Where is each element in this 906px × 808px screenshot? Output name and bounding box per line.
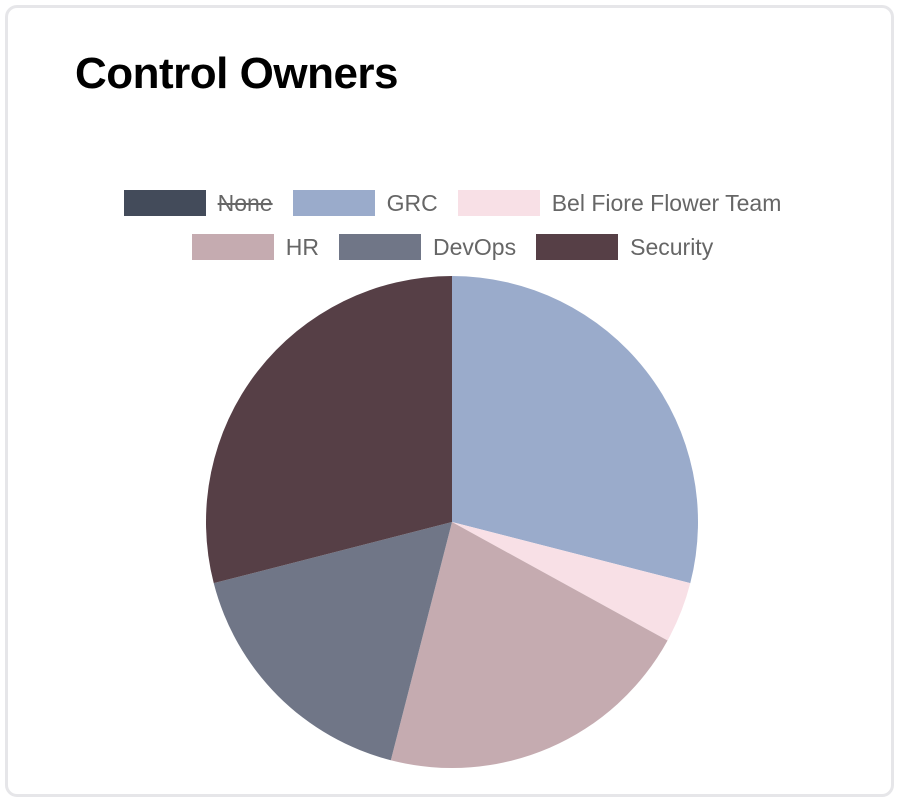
legend-swatch-hr (191, 234, 274, 260)
legend-label-devops: DevOps (433, 233, 517, 260)
legend-item-security[interactable]: Security (536, 234, 713, 261)
pie-slice-hr[interactable] (390, 522, 668, 768)
legend-label-bel-fiore-flower-team: Bel Fiore Flower Team (551, 189, 782, 216)
legend-label-hr: HR (285, 233, 320, 260)
pie-slice-bel-fiore-flower-team[interactable] (452, 522, 691, 641)
chart-title: Control Owners (75, 49, 399, 98)
legend-item-bel-fiore-flower-team[interactable]: Bel Fiore Flower Team (457, 189, 782, 217)
pie-slice-grc[interactable] (452, 276, 698, 584)
pie-slice-security[interactable] (206, 276, 452, 584)
legend-item-hr[interactable]: HR (191, 233, 320, 261)
legend-label-grc: GRC (386, 189, 438, 216)
legend-swatch-devops (339, 234, 422, 260)
legend-swatch-grc (292, 190, 375, 216)
legend-label-none: None (217, 189, 273, 216)
legend-swatch-bel-fiore-flower-team (457, 190, 540, 216)
legend-swatch-none (123, 190, 206, 216)
legend-item-none[interactable]: None (123, 189, 273, 217)
chart-legend: None GRC Bel Fiore Flower Team HR DevOps Secu… (8, 188, 897, 276)
legend-row: HR DevOps Security (8, 232, 897, 262)
legend-swatch-security (536, 234, 619, 260)
legend-item-devops[interactable]: DevOps (339, 234, 516, 261)
legend-label-security: Security (630, 233, 714, 260)
legend-item-grc[interactable]: GRC (292, 189, 438, 217)
legend-row: None GRC Bel Fiore Flower Team (8, 188, 897, 218)
pie-slice-devops[interactable] (213, 522, 452, 761)
